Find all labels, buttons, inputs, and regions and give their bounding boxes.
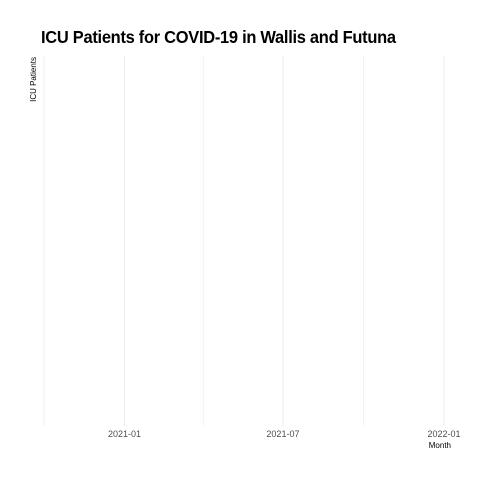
x-axis-title: Month <box>429 441 451 450</box>
y-axis-title: ICU Patients <box>29 57 38 102</box>
x-tick-label: 2021-07 <box>266 429 299 439</box>
grid-layer <box>44 56 444 426</box>
x-tick-label: 2022-01 <box>427 429 460 439</box>
x-tick-label: 2021-01 <box>108 429 141 439</box>
x-tick-labels: 2021-01 2021-07 2022-01 <box>108 429 461 439</box>
